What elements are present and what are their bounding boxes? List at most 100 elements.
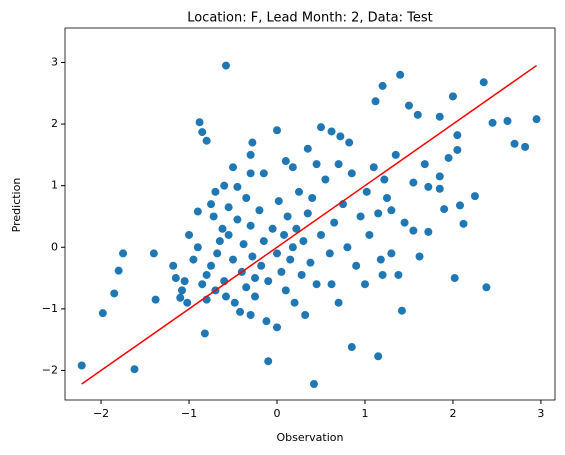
point bbox=[308, 193, 317, 202]
point bbox=[297, 270, 306, 279]
point bbox=[488, 118, 497, 127]
point bbox=[273, 249, 282, 258]
x-axis-label: Observation bbox=[277, 431, 344, 444]
point bbox=[365, 230, 374, 239]
point bbox=[387, 249, 396, 258]
point bbox=[233, 182, 242, 191]
point bbox=[281, 157, 290, 166]
point bbox=[221, 292, 230, 301]
point bbox=[288, 243, 297, 252]
point bbox=[316, 123, 325, 132]
point bbox=[273, 323, 282, 332]
point bbox=[453, 145, 462, 154]
point bbox=[183, 298, 192, 307]
point bbox=[309, 379, 318, 388]
point bbox=[369, 163, 378, 172]
point bbox=[213, 249, 222, 258]
point bbox=[371, 97, 380, 106]
point bbox=[277, 267, 286, 276]
point bbox=[325, 249, 334, 258]
point bbox=[321, 175, 330, 184]
point bbox=[532, 115, 541, 124]
point bbox=[295, 187, 304, 196]
point bbox=[440, 205, 449, 214]
x-tick-label: 2 bbox=[449, 407, 456, 420]
point bbox=[378, 270, 387, 279]
point bbox=[215, 237, 224, 246]
point bbox=[374, 352, 383, 361]
point bbox=[327, 127, 336, 136]
point bbox=[268, 224, 277, 233]
point bbox=[251, 274, 260, 283]
point bbox=[229, 163, 238, 172]
point bbox=[195, 118, 204, 127]
point bbox=[193, 207, 202, 216]
point bbox=[334, 160, 343, 169]
point bbox=[257, 261, 266, 270]
y-tick-label: 2 bbox=[51, 117, 58, 130]
point bbox=[246, 169, 255, 178]
point bbox=[435, 112, 444, 121]
point bbox=[220, 181, 229, 190]
point bbox=[202, 136, 211, 145]
point bbox=[400, 218, 409, 227]
point bbox=[336, 132, 345, 141]
y-tick-label: −1 bbox=[42, 302, 58, 315]
point bbox=[356, 212, 365, 221]
point bbox=[251, 292, 260, 301]
point bbox=[420, 160, 429, 169]
point bbox=[303, 144, 312, 153]
point bbox=[347, 169, 356, 178]
point bbox=[352, 261, 361, 270]
point bbox=[262, 317, 271, 326]
point bbox=[207, 261, 216, 270]
point bbox=[397, 306, 406, 315]
point bbox=[316, 230, 325, 239]
point bbox=[189, 255, 198, 264]
point bbox=[178, 286, 187, 295]
point bbox=[312, 280, 321, 289]
point bbox=[479, 78, 488, 87]
point bbox=[444, 153, 453, 162]
point bbox=[459, 219, 468, 228]
point bbox=[114, 266, 123, 275]
point bbox=[98, 309, 107, 318]
y-tick-label: 0 bbox=[51, 240, 58, 253]
point bbox=[503, 117, 512, 125]
point bbox=[259, 169, 268, 178]
point bbox=[110, 289, 119, 298]
y-tick-label: −2 bbox=[42, 363, 58, 376]
point bbox=[396, 70, 405, 79]
point bbox=[312, 160, 321, 169]
fit-line bbox=[81, 64, 537, 385]
point bbox=[130, 365, 139, 374]
point bbox=[229, 255, 238, 264]
point bbox=[382, 193, 391, 202]
point bbox=[283, 212, 292, 221]
point bbox=[230, 298, 239, 307]
point bbox=[306, 258, 315, 267]
point bbox=[149, 249, 158, 258]
point bbox=[193, 243, 202, 252]
point bbox=[455, 201, 464, 210]
point bbox=[292, 224, 301, 233]
point bbox=[176, 293, 185, 302]
point bbox=[387, 206, 396, 215]
point bbox=[424, 182, 433, 191]
point bbox=[376, 255, 385, 264]
point bbox=[246, 150, 255, 159]
point bbox=[286, 255, 295, 264]
y-tick-label: 3 bbox=[51, 55, 58, 68]
point bbox=[360, 280, 369, 289]
point bbox=[391, 150, 400, 159]
point bbox=[453, 131, 462, 140]
point bbox=[343, 243, 352, 252]
point bbox=[450, 274, 459, 283]
point bbox=[221, 61, 230, 70]
point bbox=[246, 311, 255, 320]
point bbox=[378, 81, 387, 90]
point bbox=[280, 230, 289, 239]
point bbox=[510, 139, 519, 148]
x-tick-label: 3 bbox=[537, 407, 544, 420]
